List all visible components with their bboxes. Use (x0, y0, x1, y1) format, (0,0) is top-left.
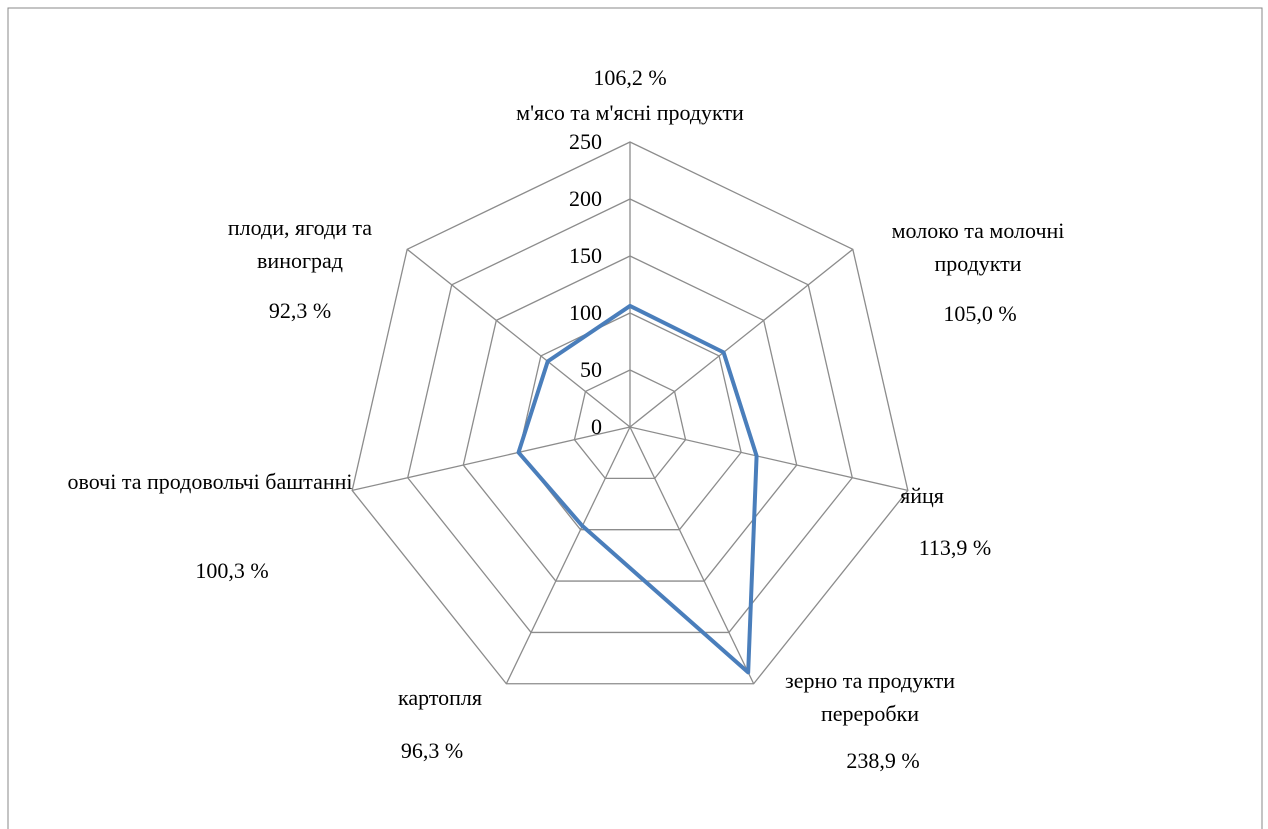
y-tick-label: 50 (580, 357, 602, 382)
value-label: 113,9 % (918, 535, 992, 560)
value-label: 96,3 % (400, 738, 464, 763)
grid-ring (407, 198, 853, 634)
category-label: зерно та продукти переробки (785, 668, 955, 726)
spoke (505, 426, 631, 685)
value-label: 105,0 % (943, 301, 1017, 326)
value-label: 238,9 % (846, 748, 920, 773)
value-label: 92,3 % (268, 298, 332, 323)
series-line (516, 303, 759, 675)
y-tick-label: 200 (569, 186, 602, 211)
category-label: яйця (900, 483, 944, 508)
grid-ring (573, 369, 687, 480)
spoke (406, 248, 631, 428)
category-label: молоко та молочні продукти (891, 218, 1065, 276)
y-tick-label: 100 (569, 300, 602, 325)
y-tick-label: 0 (591, 414, 602, 439)
spoke (352, 426, 631, 492)
grid-ring (351, 141, 909, 685)
category-label: плоди, ягоди та виноград (227, 215, 373, 273)
category-label: картопля (397, 685, 483, 710)
spoke (629, 248, 854, 428)
spoke (629, 426, 755, 685)
value-label: 106,2 % (593, 65, 667, 90)
category-label: м'ясо та м'ясні продукти (516, 100, 744, 125)
spoke (629, 426, 908, 492)
value-label: 100,3 % (195, 558, 269, 583)
y-tick-label: 250 (569, 129, 602, 154)
frame (7, 7, 1263, 829)
category-label: овочі та продовольчі баштанні (67, 469, 353, 494)
grid-ring (462, 255, 798, 582)
grid-ring (518, 312, 742, 531)
y-tick-label: 150 (569, 243, 602, 268)
